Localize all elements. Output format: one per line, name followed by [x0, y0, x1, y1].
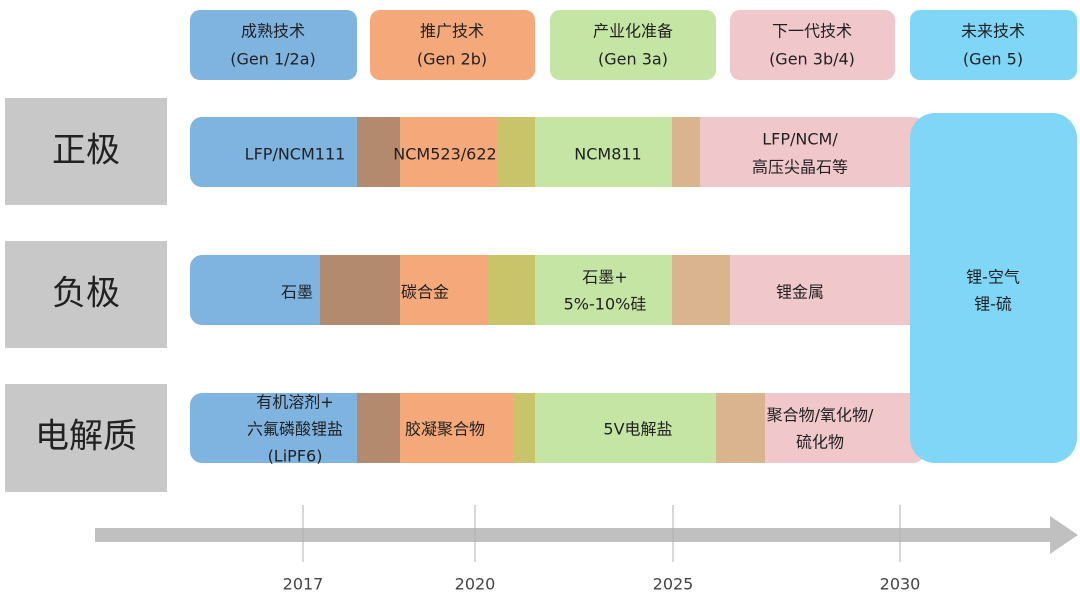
row-label-box — [5, 384, 167, 492]
row-label-box — [5, 98, 167, 205]
item: 5V电解盐 — [603, 420, 672, 439]
year-label: 2020 — [455, 575, 496, 594]
row-labels: 正极 负极 电解质 — [5, 98, 167, 492]
item: 六氟磷酸锂盐 — [247, 420, 343, 439]
stage-name: 成熟技术 — [241, 22, 305, 41]
timeline-bar — [95, 528, 1053, 542]
stage-box — [550, 10, 716, 80]
item: LFP/NCM111 — [245, 145, 346, 164]
year-label: 2025 — [653, 575, 694, 594]
item: 聚合物/氧化物/ — [767, 406, 874, 425]
stage-box — [910, 10, 1077, 80]
item: NCM523/622 — [393, 145, 496, 164]
stage-gen: (Gen 3a) — [598, 50, 668, 69]
item: (LiPF6) — [268, 447, 323, 466]
row-texts: LFP/NCM111 NCM523/622 NCM811 LFP/NCM/ 高压… — [245, 130, 1020, 466]
item: 5%-10%硅 — [564, 295, 647, 314]
item: 有机溶剂+ — [256, 393, 333, 412]
stage-gen: (Gen 3b/4) — [769, 50, 855, 69]
item: 碳合金 — [401, 283, 449, 302]
item: NCM811 — [574, 145, 641, 164]
item: 石墨+ — [582, 268, 627, 287]
stage-name: 产业化准备 — [593, 22, 673, 41]
stage-name: 下一代技术 — [772, 22, 852, 41]
year-label: 2030 — [880, 575, 921, 594]
stage-box — [190, 10, 357, 80]
stage-gen: (Gen 1/2a) — [230, 50, 316, 69]
stage-name: 推广技术 — [420, 22, 484, 41]
stage-gen: (Gen 2b) — [417, 50, 487, 69]
row-bar — [190, 393, 925, 463]
timeline: 2017 2020 2025 2030 — [95, 505, 1078, 594]
stage-box — [370, 10, 535, 80]
stage-headers: 成熟技术 (Gen 1/2a) 推广技术 (Gen 2b) 产业化准备 (Gen… — [190, 10, 1077, 80]
future-item: 锂-硫 — [974, 295, 1012, 314]
item: 硫化物 — [796, 433, 844, 452]
item: 石墨 — [281, 283, 313, 302]
row-label-box — [5, 241, 167, 348]
row-label: 正极 — [52, 131, 120, 171]
stage-box — [730, 10, 895, 80]
row-bar — [190, 117, 925, 187]
future-box — [910, 113, 1077, 463]
future-item: 锂-空气 — [966, 268, 1020, 287]
row-label: 电解质 — [35, 417, 137, 457]
year-label: 2017 — [283, 575, 324, 594]
item: 胶凝聚合物 — [405, 420, 485, 439]
row-label: 负极 — [52, 274, 120, 314]
timeline-arrow — [1050, 516, 1078, 554]
item: 锂金属 — [776, 283, 824, 302]
item: LFP/NCM/ — [762, 130, 838, 149]
row-bar — [190, 255, 925, 325]
stage-gen: (Gen 5) — [963, 50, 1023, 69]
item: 高压尖晶石等 — [752, 158, 848, 177]
stage-name: 未来技术 — [961, 22, 1025, 41]
